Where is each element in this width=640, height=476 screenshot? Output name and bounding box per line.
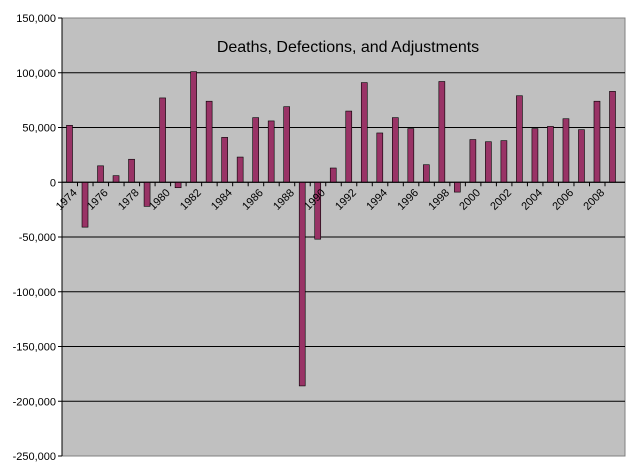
y-tick-label: 100,000 <box>16 68 56 80</box>
bar-2001 <box>485 141 492 183</box>
bar-1994 <box>376 132 384 183</box>
y-tick-label: -250,000 <box>13 451 56 463</box>
bar-1985 <box>236 156 244 183</box>
bar-1984 <box>221 137 228 183</box>
bar-1983 <box>205 100 213 183</box>
bar-1995 <box>391 117 399 183</box>
bar-1991 <box>329 167 337 183</box>
bar-1999 <box>454 181 461 193</box>
bar-2009 <box>609 91 616 183</box>
bar-2005 <box>547 126 554 183</box>
bar-2004 <box>531 128 539 183</box>
bar-2006 <box>562 118 570 183</box>
y-tick-label: -50,000 <box>19 232 56 244</box>
gridlines <box>62 72 625 402</box>
bar-1977 <box>112 175 120 183</box>
bar-1981 <box>174 181 182 189</box>
bar-2000 <box>469 139 477 183</box>
bar-1986 <box>252 117 259 183</box>
bar-1987 <box>267 120 275 183</box>
bar-2007 <box>578 129 585 183</box>
bar-1976 <box>97 165 104 183</box>
bar-2002 <box>500 140 508 183</box>
bar-1997 <box>423 164 430 183</box>
bar-1980 <box>159 97 166 183</box>
y-tick-label: -100,000 <box>13 287 56 299</box>
bar-2008 <box>593 100 601 183</box>
bar-1989 <box>298 181 306 387</box>
y-tick-label: 50,000 <box>22 123 56 135</box>
y-tick-label: -150,000 <box>13 342 56 354</box>
bar-1992 <box>345 110 353 183</box>
chart-title: Deaths, Defections, and Adjustments <box>217 39 479 56</box>
bar-1982 <box>190 71 197 183</box>
bar-1988 <box>283 106 291 183</box>
bar-1996 <box>407 128 415 183</box>
y-tick-label: 0 <box>50 177 56 189</box>
y-axis: 150,000 100,000 50,000 0 -50,000 -100,000 -150… <box>13 13 63 463</box>
y-tick-label: 150,000 <box>16 13 56 25</box>
bar-1978 <box>128 158 135 183</box>
y-tick-label: -200,000 <box>13 396 56 408</box>
bar-2003 <box>516 95 523 183</box>
bar-1998 <box>438 81 446 183</box>
bar-1974 <box>66 125 73 183</box>
bar-1993 <box>360 82 368 183</box>
